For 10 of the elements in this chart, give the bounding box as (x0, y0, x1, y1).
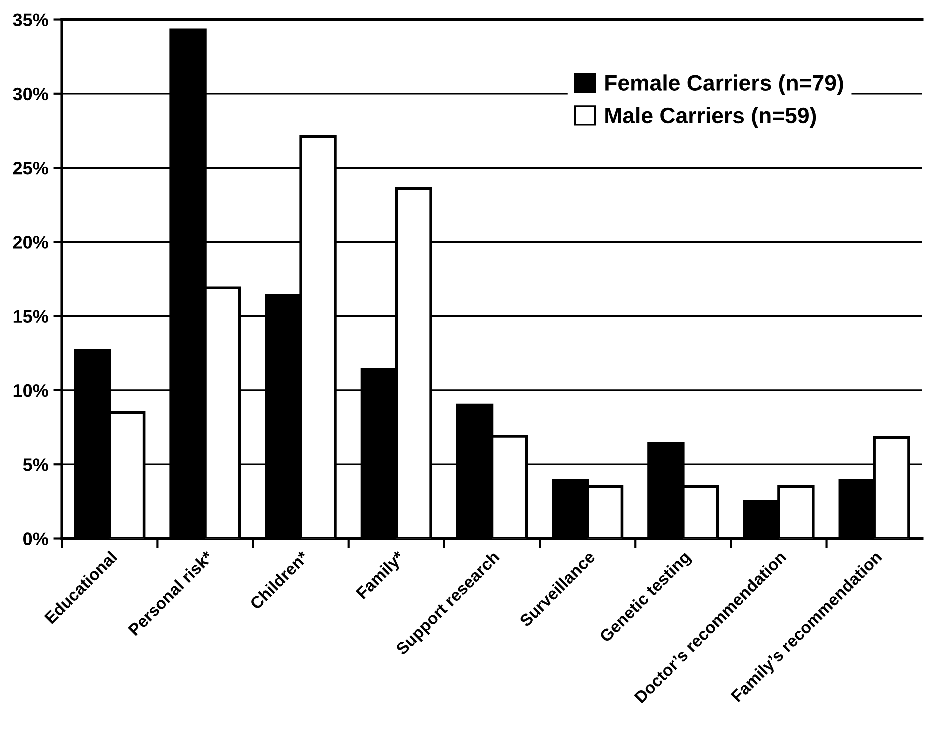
y-tick-label: 30% (13, 88, 48, 101)
y-tick-label: 35% (13, 14, 48, 27)
y-tick-label: 25% (13, 162, 48, 175)
y-tick-label: 0% (24, 532, 48, 546)
y-tick-label: 10% (14, 384, 48, 398)
y-tick-label: 20% (13, 236, 48, 249)
y-tick-label: 15% (14, 310, 48, 324)
legend-label: Male Carriers (n=59) (606, 107, 816, 128)
y-tick-label: 5% (23, 458, 48, 472)
legend-label: Female Carriers (n=79) (606, 74, 844, 96)
